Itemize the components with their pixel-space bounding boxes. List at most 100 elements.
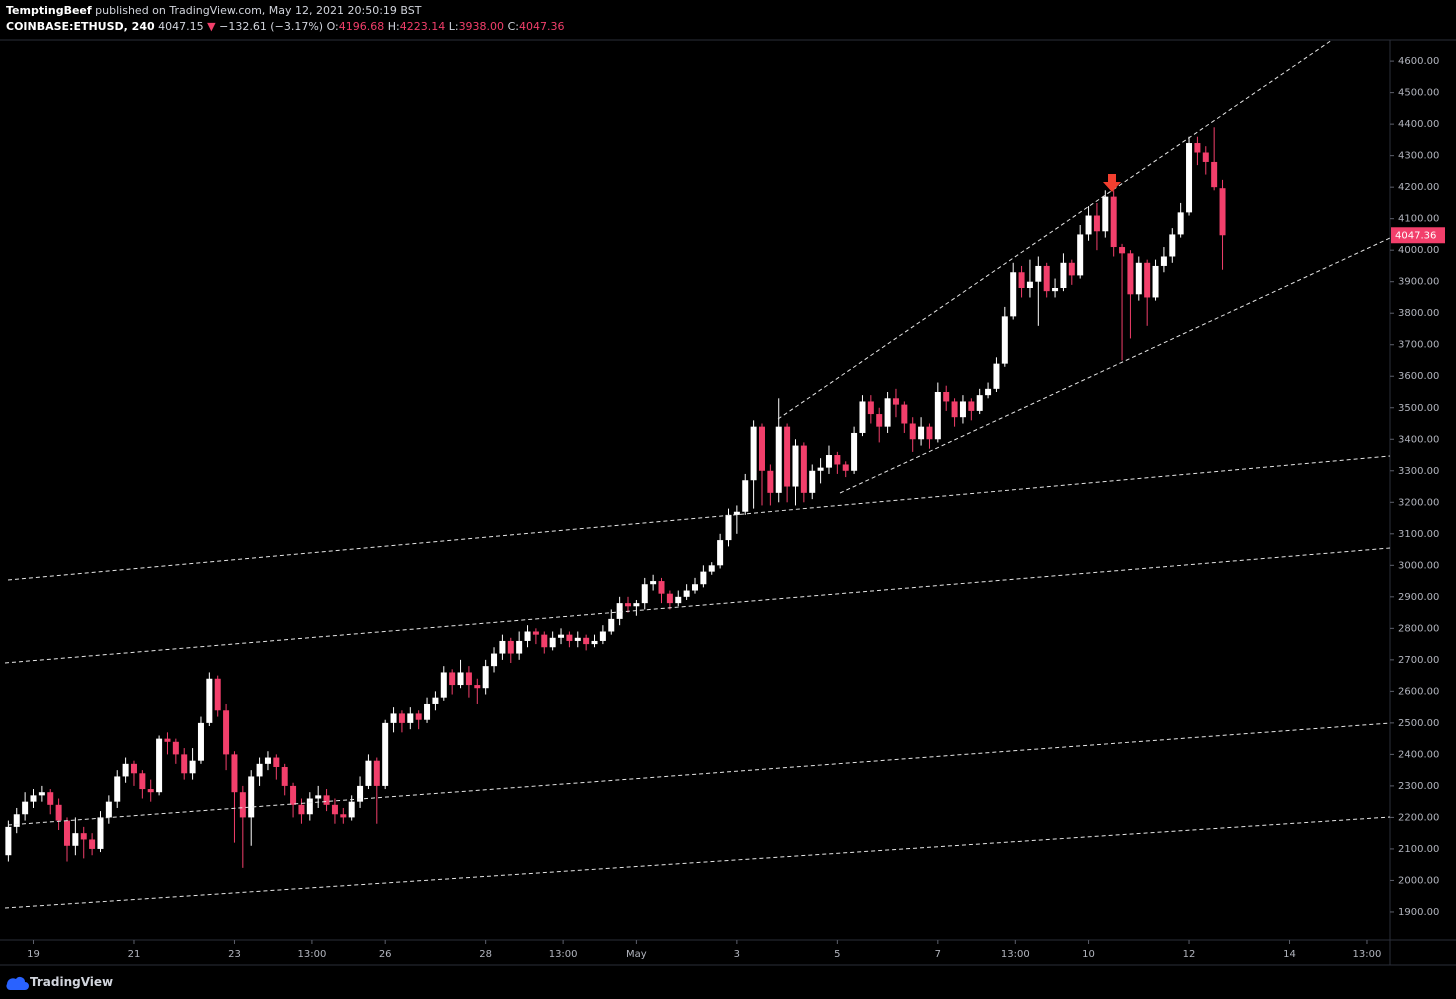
candle-body [105,801,112,818]
close-label: C: [507,20,519,33]
candle-body [1043,265,1050,292]
candle-body [692,584,698,591]
candle-body [616,603,623,619]
candle-body [943,391,950,402]
candle-body [130,763,137,774]
header-line-2: COINBASE:ETHUSD, 240 4047.15 ▼ −132.61 (… [6,19,564,35]
candle-body [290,785,297,805]
candle-body [784,426,791,487]
candle-body [424,703,431,720]
candle-body [248,776,255,818]
x-tick-label: 28 [479,949,492,960]
candle-body [809,470,816,493]
candle-body [524,631,531,641]
last-price-label: 4047.36 [1395,230,1436,241]
candle-body [1102,196,1109,232]
y-tick-label: 2800.00 [1398,623,1439,634]
y-tick-label: 4300.00 [1398,151,1439,162]
candle-body [273,757,280,767]
candle-body [22,801,29,815]
x-tick-label: 7 [935,949,941,960]
candle-body [549,637,556,648]
y-tick-label: 2500.00 [1398,718,1439,729]
candle-body [38,792,45,796]
candle-body [951,401,958,418]
candle-body [449,672,456,686]
y-tick-label: 4200.00 [1398,182,1439,193]
candle-body [398,713,405,723]
y-tick-label: 3100.00 [1398,529,1439,540]
candle-body [892,398,899,405]
candle-body [625,603,632,607]
candle-body [683,590,690,597]
y-tick-label: 4000.00 [1398,245,1439,256]
high-label: H: [387,20,400,33]
candle-body [197,722,204,761]
candle-body [750,426,757,481]
candle-body [239,792,246,818]
y-tick-label: 2600.00 [1398,686,1439,697]
candle-body [926,426,933,440]
candle-body [541,634,548,648]
candle-body [591,640,598,645]
candle-body [1177,212,1184,235]
candle-body [909,423,916,440]
candle-body [1018,272,1025,289]
candle-body [993,363,1000,389]
candle-body [1010,272,1017,317]
low-value: 3938.00 [458,20,505,33]
y-tick-label: 1900.00 [1398,907,1439,918]
candle-body [331,804,338,815]
candle-body [315,795,322,799]
candle-body [934,391,941,440]
candle-body [264,757,271,764]
candle-body [432,697,439,704]
candle-body [440,672,447,698]
x-tick-label: 5 [834,949,840,960]
header-line-1: TemptingBeef published on TradingView.co… [6,3,564,19]
high-value: 4223.14 [399,20,446,33]
candle-body [1152,265,1159,298]
candle-body [825,455,832,468]
y-tick-label: 2700.00 [1398,655,1439,666]
candle-body [758,426,765,471]
candle-body [507,640,514,654]
trend-line [7,455,1391,581]
candle-body [72,833,79,846]
candle-body [817,467,824,471]
arrow-marker [1103,174,1121,192]
brand: TradingView [30,975,114,989]
candles [5,127,1226,868]
candle-body [1001,316,1008,364]
candle-body [792,445,799,487]
candle-body [357,785,364,802]
candle-body [172,741,179,755]
candle-body [1110,196,1117,248]
candle-body [583,637,590,645]
y-tick-label: 3300.00 [1398,466,1439,477]
x-tick-label: 14 [1283,949,1296,960]
candle-body [47,792,54,805]
y-tick-label: 3400.00 [1398,434,1439,445]
x-tick-label: 12 [1183,949,1196,960]
candle-body [859,401,866,433]
candle-body [717,540,724,566]
last-price: 4047.15 [158,20,204,33]
trend-line [4,816,1391,909]
candle-body [985,388,992,396]
candle-body [139,773,146,790]
x-tick-label: 10 [1082,949,1095,960]
candle-body [89,839,96,849]
x-tick-label: 13:00 [1353,949,1382,960]
candle-body [1194,143,1201,153]
x-tick-label: 3 [734,949,740,960]
header: TemptingBeef published on TradingView.co… [6,3,564,35]
candle-body [206,678,213,723]
y-tick-label: 4500.00 [1398,88,1439,99]
candle-body [633,603,640,607]
candle-body [499,640,506,654]
candle-body [323,795,330,805]
candle-body [959,401,966,418]
